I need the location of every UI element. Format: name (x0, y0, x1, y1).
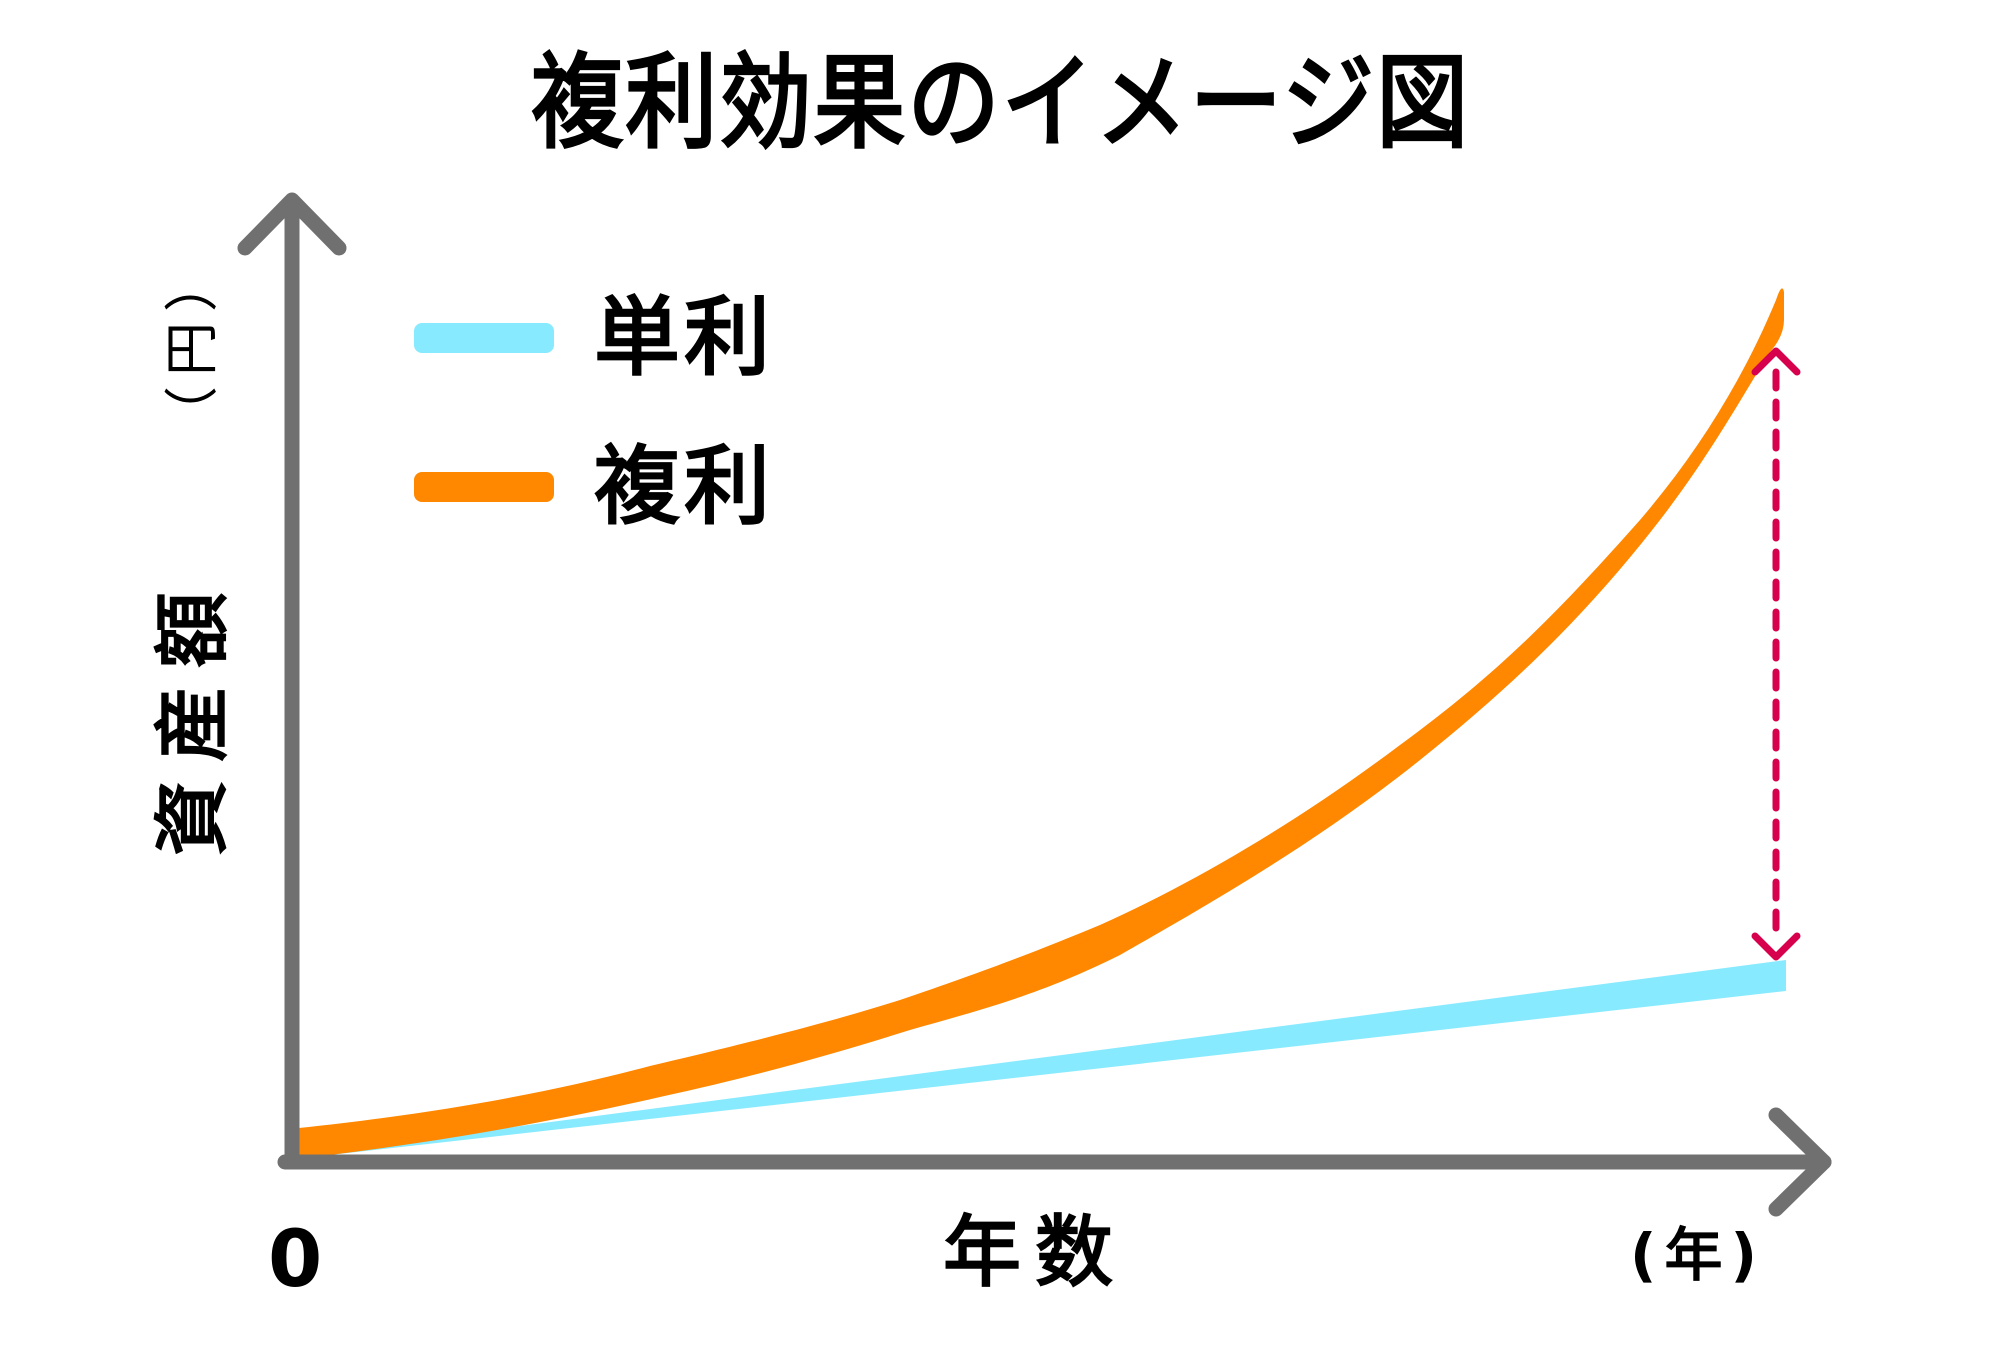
arrow-up-icon (1751, 347, 1801, 376)
y-axis-label: 資産額 (148, 574, 237, 856)
x-axis-unit: (年) (1630, 1221, 1766, 1289)
y-axis-arrow-icon (237, 192, 347, 256)
legend-item-simple-interest: 単利 (414, 290, 774, 386)
x-axis-label: 年数 (943, 1208, 1128, 1298)
y-axis (237, 192, 347, 1170)
legend-label-simple: 単利 (594, 288, 774, 388)
y-axis-unit: （円） (160, 248, 224, 440)
legend-swatch-simple (414, 323, 554, 353)
series-simple-interest-line (299, 960, 1786, 1155)
x-axis-arrow-icon (1768, 1107, 1832, 1217)
difference-arrow (1751, 347, 1801, 961)
legend-label-compound: 複利 (594, 437, 774, 537)
x-axis-origin-label: 0 (268, 1215, 323, 1305)
chart-title-text: 複利効果のイメージ図 (531, 42, 1471, 164)
chart-title: 複利効果のイメージ図 (41, 44, 1961, 163)
legend-item-compound-interest: 複利 (414, 439, 774, 535)
legend-swatch-compound (414, 472, 554, 502)
arrow-down-icon (1751, 932, 1801, 961)
series-compound-interest-curve (299, 288, 1784, 1155)
x-axis (277, 1107, 1832, 1217)
